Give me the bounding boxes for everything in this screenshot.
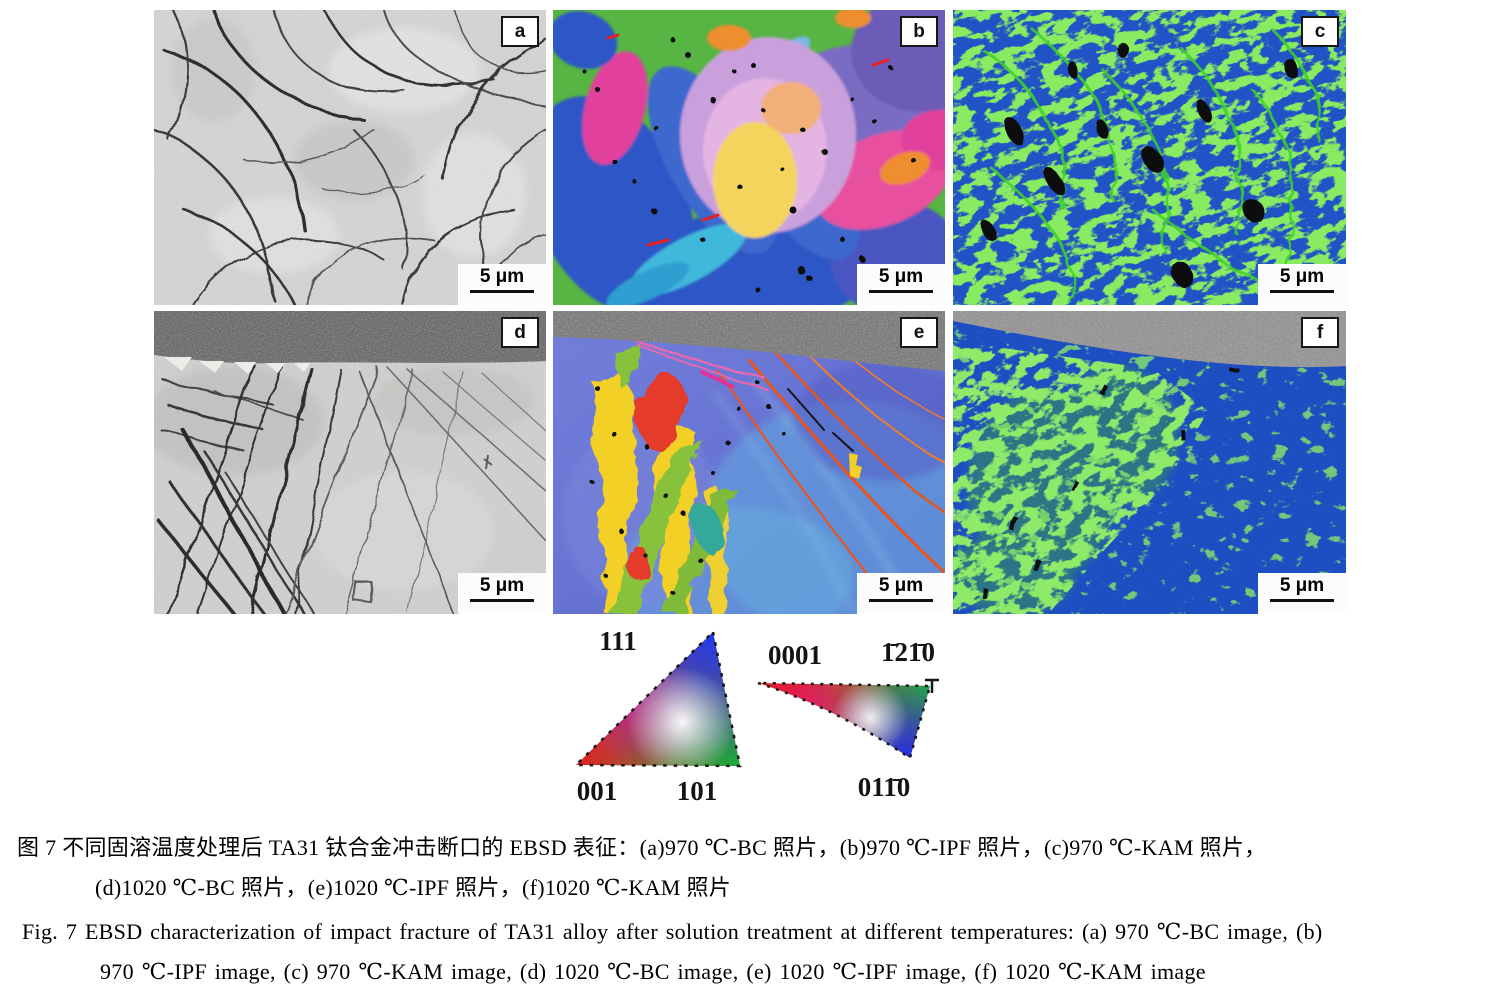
ipf-hex-label-0001: 0001: [768, 640, 822, 670]
scale-bar-line: [470, 599, 534, 602]
scale-bar-line: [1270, 290, 1334, 293]
scale-bar: 5 μm: [857, 264, 945, 305]
ipf-hex-label-0110: 011̄0: [857, 772, 911, 802]
micrograph-a-bc-970: [154, 10, 546, 305]
scale-bar-text: 5 μm: [878, 575, 924, 596]
panel-label: b: [900, 16, 938, 47]
scale-bar-text: 5 μm: [479, 575, 525, 596]
micrograph-c-kam-970: [953, 10, 1346, 305]
panel-c: c 5 μm: [953, 10, 1346, 305]
scale-bar-line: [869, 290, 933, 293]
micrograph-e-ipf-1020: [553, 311, 945, 614]
caption-zh-line1: 图 7 不同固溶温度处理后 TA31 钛合金冲击断口的 EBSD 表征：(a)9…: [17, 835, 1267, 860]
ipf-hex-label-1210: 1̄21̄0: [881, 637, 935, 667]
ipf-legend-cubic-triangle: [572, 629, 742, 768]
caption-en-line1: Fig. 7 EBSD characterization of impact f…: [22, 919, 1323, 944]
panel-label: c: [1301, 16, 1339, 47]
panel-e: e 5 μm: [553, 311, 945, 614]
scale-bar-text: 5 μm: [479, 266, 525, 287]
scale-bar-text: 5 μm: [878, 266, 924, 287]
scale-bar: 5 μm: [1258, 264, 1346, 305]
scale-bar: 5 μm: [458, 573, 546, 614]
panel-d: d 5 μm: [154, 311, 546, 614]
panel-label: e: [900, 317, 938, 348]
scale-bar-line: [869, 599, 933, 602]
panel-label: a: [501, 16, 539, 47]
hex-corner-tick: [925, 678, 939, 693]
scale-bar-text: 5 μm: [1279, 266, 1325, 287]
panel-f: f 5 μm: [953, 311, 1346, 614]
ipf-cubic-label-001: 001: [576, 776, 618, 806]
micrograph-f-kam-1020: [953, 311, 1346, 614]
micrograph-d-bc-1020: [154, 311, 546, 614]
panel-a: a 5 μm: [154, 10, 546, 305]
scale-bar-line: [470, 290, 534, 293]
scale-bar: 5 μm: [1258, 573, 1346, 614]
panel-label: d: [501, 317, 539, 348]
ipf-cubic-label-111: 111: [599, 626, 637, 656]
panel-b: b 5 μm: [553, 10, 945, 305]
caption-en-line2: 970 ℃-IPF image, (c) 970 ℃-KAM image, (d…: [100, 959, 1206, 984]
caption-zh-line2: (d)1020 ℃-BC 照片，(e)1020 ℃-IPF 照片，(f)1020…: [95, 875, 732, 900]
scale-bar: 5 μm: [857, 573, 945, 614]
ipf-legend-hex-triangle: [757, 678, 939, 760]
scale-bar: 5 μm: [458, 264, 546, 305]
ipf-cubic-label-101: 101: [676, 776, 718, 806]
panel-label: f: [1301, 317, 1339, 348]
micrograph-b-ipf-970: [553, 10, 945, 305]
scale-bar-text: 5 μm: [1279, 575, 1325, 596]
scale-bar-line: [1270, 599, 1334, 602]
